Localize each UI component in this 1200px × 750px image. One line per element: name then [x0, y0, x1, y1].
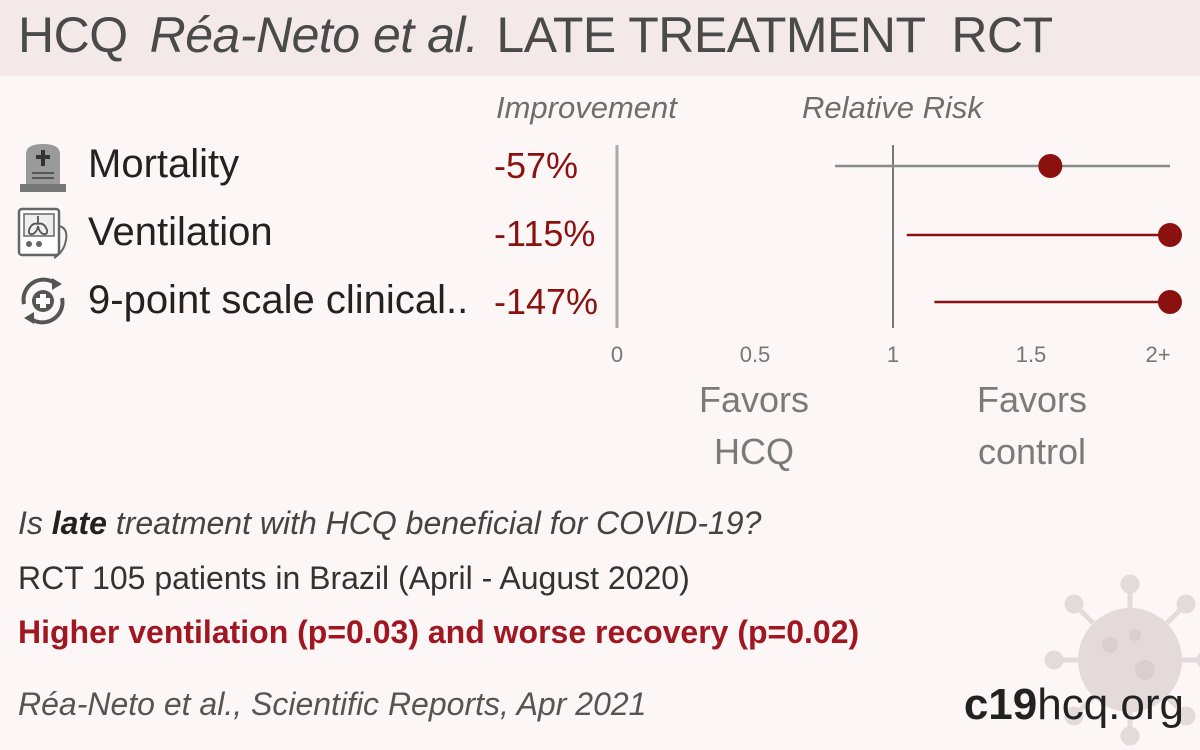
favors-hcq-line1: Favors: [698, 379, 810, 420]
x-tick-label: 0.5: [740, 342, 771, 367]
relative-risk-column-header: Relative Risk: [802, 90, 983, 125]
rr-point: [1038, 154, 1063, 178]
recovery-cycle-icon: [21, 277, 65, 325]
page-title: HCQ Réa-Neto et al. LATE TREATMENT RCT: [18, 6, 1053, 64]
title-drug: HCQ: [18, 7, 128, 63]
forest-plot: 0 0.5 1 1.5 2+: [611, 145, 1182, 367]
favors-control-label: Favors control: [932, 374, 1132, 478]
site-logo-bold: c19: [963, 680, 1038, 729]
favors-hcq-line2: HCQ: [714, 431, 794, 472]
x-tick-label: 0: [611, 342, 623, 367]
improvement-mortality: -57%: [494, 145, 579, 186]
study-design: RCT 105 patients in Brazil (April - Augu…: [18, 560, 690, 596]
favors-control-line2: control: [977, 431, 1087, 472]
x-tick-label: 1: [887, 342, 899, 367]
rr-point: [1158, 290, 1182, 314]
header-bar: HCQ Réa-Neto et al. LATE TREATMENT RCT: [0, 0, 1200, 76]
site-logo-rest: hcq.org: [1037, 680, 1184, 729]
title-authors: Réa-Neto et al.: [149, 7, 479, 63]
improvement-clinical-scale: -147%: [494, 281, 599, 322]
x-tick-label: 2+: [1145, 342, 1170, 367]
study-citation: Réa-Neto et al., Scientific Reports, Apr…: [18, 686, 647, 722]
question-bold: late: [51, 505, 107, 541]
x-tick-label: 1.5: [1016, 342, 1047, 367]
outcome-label-clinical-scale: 9-point scale clinical..: [88, 278, 469, 322]
question-pre: Is: [18, 505, 52, 541]
study-question: Is late treatment with HCQ beneficial fo…: [18, 505, 761, 542]
outcome-label-mortality: Mortality: [88, 142, 240, 186]
tombstone-icon: [20, 144, 66, 192]
question-post: treatment with HCQ beneficial for COVID-…: [106, 505, 762, 541]
favors-hcq-label: Favors HCQ: [654, 374, 854, 478]
favors-control-line1: Favors: [976, 379, 1088, 420]
site-logo[interactable]: c19hcq.org: [964, 680, 1184, 730]
outcome-label-ventilation: Ventilation: [88, 210, 273, 254]
study-conclusion: Higher ventilation (p=0.03) and worse re…: [18, 614, 860, 650]
improvement-ventilation: -115%: [494, 213, 596, 254]
ventilator-icon: [17, 207, 68, 259]
title-treatment: LATE TREATMENT RCT: [496, 7, 1053, 63]
improvement-column-header: Improvement: [496, 90, 677, 125]
rr-point: [1158, 223, 1182, 247]
